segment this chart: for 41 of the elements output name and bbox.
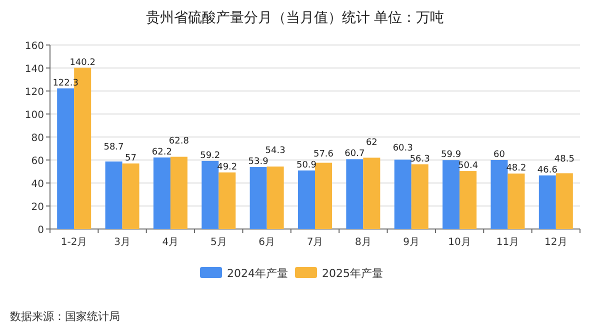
legend-label: 2024年产量 xyxy=(227,267,288,280)
y-tick-label: 160 xyxy=(24,41,44,52)
data-label: 48.5 xyxy=(554,154,574,164)
x-tick-label: 4月 xyxy=(162,237,179,248)
data-label: 46.6 xyxy=(537,165,558,176)
data-label: 57.6 xyxy=(313,149,334,160)
data-label: 59.2 xyxy=(200,150,220,161)
x-tick-label: 7月 xyxy=(306,237,324,248)
data-label: 58.7 xyxy=(104,142,124,152)
x-tick-label: 1-2月 xyxy=(60,237,88,248)
data-label: 62.8 xyxy=(168,136,190,146)
data-label: 62.2 xyxy=(152,147,172,158)
data-label: 56.3 xyxy=(410,154,430,164)
source-note: 数据来源：国家统计局 xyxy=(10,310,120,323)
data-label: 60 xyxy=(494,150,506,160)
data-label: 60.3 xyxy=(392,143,413,154)
data-label: 62 xyxy=(366,138,378,148)
y-tick-label: 40 xyxy=(31,179,44,190)
y-tick-label: 80 xyxy=(31,133,44,144)
legend-label: 2025年产量 xyxy=(322,267,383,280)
y-tick-label: 140 xyxy=(24,64,44,75)
title: 贵州省硫酸产量分月（当月值）统计 单位：万吨 xyxy=(146,10,444,26)
x-tick-label: 8月 xyxy=(354,237,372,248)
x-tick-label: 10月 xyxy=(448,237,471,248)
x-tick-label: 5月 xyxy=(210,237,227,248)
x-tick-label: 9月 xyxy=(403,237,420,248)
x-tick-label: 12月 xyxy=(544,237,568,248)
data-label: 53.9 xyxy=(248,157,269,168)
data-label: 59.9 xyxy=(441,150,462,160)
y-tick-label: 100 xyxy=(24,110,44,121)
x-tick-label: 3月 xyxy=(114,237,130,248)
y-tick-label: 120 xyxy=(24,87,44,98)
x-tick-label: 11月 xyxy=(496,237,520,248)
x-tick-label: 6月 xyxy=(258,237,276,248)
data-label: 57 xyxy=(125,153,136,164)
data-label: 140.2 xyxy=(70,58,96,68)
y-tick-label: 20 xyxy=(31,202,44,213)
y-tick-label: 60 xyxy=(31,156,44,167)
data-label: 60.7 xyxy=(344,149,365,160)
y-tick-label: 0 xyxy=(38,225,44,236)
data-label: 54.3 xyxy=(265,146,286,156)
